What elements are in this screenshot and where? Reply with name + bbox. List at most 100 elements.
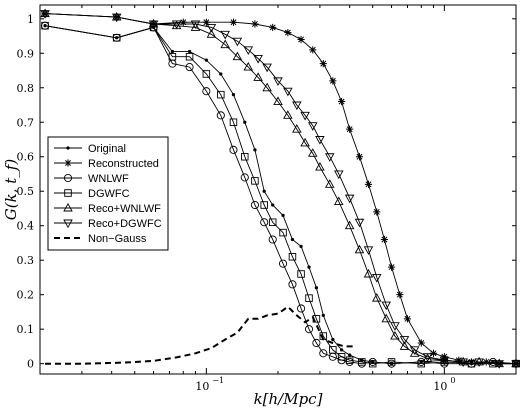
- data-point: [321, 313, 325, 318]
- legend-entry: Reco+DGWFC: [54, 218, 162, 230]
- data-point: [417, 359, 426, 368]
- data-point: [324, 179, 335, 188]
- data-point: [387, 263, 396, 271]
- data-point: [380, 235, 389, 244]
- data-point: [251, 20, 259, 28]
- data-point: [455, 356, 463, 364]
- data-point: [253, 72, 263, 81]
- data-point: [232, 37, 243, 47]
- data-point: [271, 203, 275, 207]
- data-point: [262, 82, 272, 92]
- legend: Original Reconstructed WNLWF DGWFC Reco+WNLW…: [47, 136, 169, 251]
- legend-marker: [63, 219, 73, 229]
- x-tick-label: 10: [433, 380, 447, 393]
- data-point: [253, 55, 263, 64]
- data-point: [202, 87, 211, 96]
- series-wnlwf: [40, 21, 520, 368]
- data-point: [279, 228, 287, 237]
- data-point: [364, 180, 373, 188]
- legend-entry: WNLWF: [54, 173, 129, 185]
- data-point: [273, 96, 283, 106]
- data-point: [474, 358, 484, 368]
- data-point: [185, 63, 194, 72]
- legend-entry: Original: [54, 143, 126, 155]
- data-point: [112, 34, 121, 42]
- data-point: [40, 10, 50, 19]
- data-point: [243, 61, 254, 71]
- legend-entry: Reconstructed: [54, 158, 159, 170]
- data-point: [231, 93, 236, 97]
- series-line: [44, 25, 517, 365]
- data-point: [381, 301, 392, 311]
- data-point: [170, 49, 175, 54]
- data-point: [390, 322, 400, 331]
- y-tick-label: 0.5: [17, 185, 35, 198]
- series-line: [44, 25, 516, 365]
- data-point: [422, 353, 433, 362]
- data-point: [331, 337, 335, 342]
- legend-label: Reconstructed: [88, 158, 159, 170]
- data-point: [308, 148, 318, 157]
- data-point: [337, 353, 346, 361]
- data-point: [344, 220, 355, 230]
- data-point: [217, 90, 225, 99]
- data-point: [171, 20, 182, 30]
- data-point: [371, 293, 382, 302]
- data-point: [354, 218, 365, 228]
- data-point: [345, 356, 354, 364]
- legend-marker: [64, 159, 72, 167]
- data-point: [297, 304, 306, 313]
- data-point: [148, 20, 159, 30]
- data-point: [297, 270, 305, 278]
- data-point: [168, 52, 177, 61]
- data-point: [250, 200, 259, 210]
- data-point: [458, 358, 468, 368]
- data-point: [417, 339, 425, 347]
- y-tick-label: 0.7: [17, 116, 35, 129]
- legend-box: [47, 136, 169, 251]
- data-point: [216, 111, 225, 120]
- x-tick-label-exponent: −1: [212, 376, 224, 385]
- tick-marks: [39, 5, 517, 374]
- data-point: [439, 356, 450, 366]
- data-point: [288, 252, 297, 261]
- data-point: [363, 268, 374, 278]
- y-tick-label: 0.9: [17, 47, 35, 60]
- data-point: [474, 356, 484, 366]
- data-point: [319, 60, 327, 68]
- data-point: [206, 29, 217, 38]
- data-point: [240, 173, 249, 182]
- y-tick-label: 0.4: [17, 220, 35, 233]
- legend-marker: [64, 189, 72, 197]
- data-point: [262, 63, 272, 73]
- data-point: [281, 213, 285, 218]
- data-point: [283, 110, 293, 119]
- data-point: [312, 338, 321, 348]
- legend-marker: [63, 173, 73, 183]
- legend-entry: Non−Gauss: [54, 233, 147, 245]
- data-point: [409, 346, 420, 355]
- y-tick-labels: 0 0.1 0.2 0.3 0.4 0.5 0.6 0.7 0.8 0.9 1: [17, 13, 35, 371]
- data-point: [229, 18, 238, 26]
- data-point: [278, 259, 288, 268]
- data-point: [371, 273, 382, 283]
- data-point: [358, 358, 366, 366]
- legend-marker: [66, 146, 70, 150]
- data-point: [494, 358, 504, 368]
- data-point: [347, 353, 352, 357]
- data-point: [219, 72, 223, 76]
- data-point: [262, 189, 266, 193]
- y-tick-label: 1: [27, 13, 34, 26]
- data-point: [467, 359, 476, 368]
- data-point: [190, 20, 201, 30]
- data-point: [290, 237, 295, 242]
- data-point: [292, 124, 302, 133]
- series-non-gauss: [45, 305, 355, 365]
- data-point: [308, 122, 318, 131]
- data-point: [315, 161, 325, 171]
- series-line: [44, 13, 516, 365]
- data-point: [333, 170, 344, 180]
- legend-entry: DGWFC: [54, 188, 130, 200]
- data-point: [354, 244, 365, 254]
- data-point: [111, 11, 122, 21]
